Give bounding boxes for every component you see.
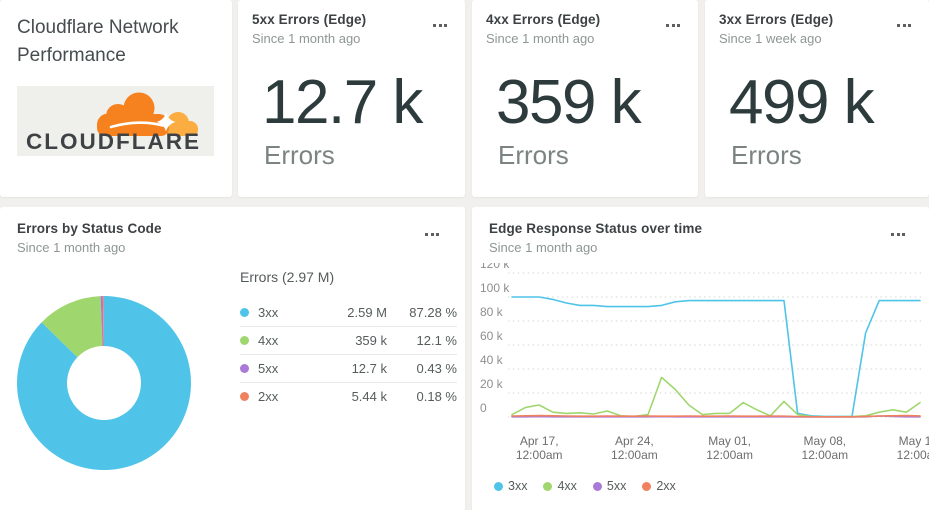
card-title: Errors by Status Code (17, 221, 162, 236)
donut-slice-4xx[interactable] (41, 296, 103, 358)
card-title: 3xx Errors (Edge) (719, 12, 834, 27)
errors-by-status-code-card: Errors by Status Code Since 1 month ago … (0, 207, 465, 510)
branding-card: Cloudflare Network Performance CLOUDFLAR… (0, 0, 232, 197)
card-title: 4xx Errors (Edge) (486, 12, 601, 27)
legend-label: 4xx (258, 333, 279, 348)
legend-dot-icon (240, 336, 249, 345)
legend-label: 3xx (258, 304, 279, 320)
legend-dot-icon (240, 307, 249, 317)
legend-percent: 87.28 % (409, 304, 457, 320)
x-axis-labels: Apr 17, 12:00am Apr 24, 12:00am May 01, 12:00… (472, 434, 929, 464)
series-line-4xx (511, 376, 921, 418)
legend-dot-icon (592, 481, 602, 491)
line-chart: 0 20 k 40 k 60 k 80 k 100 k 120 k (480, 263, 924, 418)
card-subtitle: Since 1 month ago (486, 31, 595, 46)
cloudflare-logo: CLOUDFLARE (17, 86, 214, 156)
y-tick-label: 80 k (480, 305, 504, 319)
x-tick-label: May 08, 12:00am (801, 434, 849, 462)
legend-value: 5.44 k (351, 389, 387, 404)
legend-dot-icon (240, 392, 249, 401)
logo-swoosh (109, 121, 165, 129)
legend-label: 2xx (656, 479, 676, 493)
card-subtitle: Since 1 week ago (719, 31, 822, 46)
legend-item-3xx[interactable]: 3xx (494, 479, 527, 493)
donut-slice-3xx[interactable] (17, 296, 192, 470)
card-title: 5xx Errors (Edge) (252, 12, 367, 27)
logo-star-icon (156, 112, 176, 132)
legend-row-3xx[interactable]: 3xx 2.59 M 87.28 % (240, 298, 457, 326)
card-subtitle: Since 1 month ago (489, 240, 598, 255)
legend-value: 12.7 k (351, 361, 387, 376)
legend-percent: 0.43 % (416, 361, 457, 376)
more-menu-icon[interactable] (662, 20, 684, 31)
legend-item-2xx[interactable]: 2xx (642, 479, 676, 493)
logo-wordmark: CLOUDFLARE (26, 129, 201, 154)
card-title: Edge Response Status over time (489, 221, 703, 236)
legend-row-5xx[interactable]: 5xx 12.7 k 0.43 % (240, 354, 457, 382)
legend-value: 2.59 M (347, 304, 387, 320)
more-menu-icon[interactable] (893, 20, 915, 31)
stat-card-5xx: 5xx Errors (Edge) Since 1 month ago 12.7… (238, 0, 465, 197)
legend-dot-icon (642, 481, 652, 491)
x-tick-label: May 15,12:00am (896, 434, 929, 462)
cloudflare-cloud-icon: CLOUDFLARE (26, 92, 201, 154)
series-line-2xx (511, 414, 921, 418)
x-tick-label: Apr 24, 12:00am (611, 434, 658, 462)
y-tick-label: 60 k (480, 329, 504, 343)
legend-dot-icon (494, 481, 503, 491)
legend-dot-icon (240, 364, 249, 373)
legend-percent: 0.18 % (416, 389, 457, 404)
y-tick-label: 120 k (480, 263, 510, 271)
legend-label: 2xx (258, 389, 279, 404)
more-menu-icon[interactable] (887, 229, 909, 240)
legend-item-5xx[interactable]: 5xx (592, 479, 627, 493)
legend-label: 4xx (557, 479, 577, 493)
legend-row-4xx[interactable]: 4xx 359 k 12.1 % (240, 326, 457, 354)
y-tick-label: 20 k (480, 377, 504, 391)
y-tick-label: 40 k (480, 353, 504, 367)
stat-value: 499 k (729, 68, 875, 137)
legend-dot-icon (543, 481, 553, 491)
donut-legend-header: Errors (2.97 M) (240, 269, 335, 285)
legend-percent: 12.1 % (416, 333, 457, 348)
stat-unit: Errors (731, 140, 802, 170)
legend-item-4xx[interactable]: 4xx (543, 479, 577, 493)
donut-slice-2xx[interactable] (102, 296, 104, 347)
y-tick-label: 0 (480, 401, 487, 415)
legend-label: 3xx (508, 479, 528, 493)
stat-value: 12.7 k (262, 68, 423, 137)
line-chart-legend: 3xx 4xx 5xx 2xx (494, 479, 676, 493)
donut-chart (17, 296, 192, 470)
donut-legend: Errors (2.97 M) 3xx 2.59 M 87.28 % 4xx 359 k… (240, 269, 457, 410)
card-subtitle: Since 1 month ago (252, 31, 361, 46)
legend-label: 5xx (606, 479, 627, 493)
legend-value: 359 k (355, 333, 387, 348)
card-subtitle: Since 1 month ago (17, 240, 126, 255)
y-tick-label: 100 k (480, 281, 510, 295)
legend-row-2xx[interactable]: 2xx 5.44 k 0.18 % (240, 382, 457, 410)
stat-card-3xx: 3xx Errors (Edge) Since 1 week ago 499 k… (705, 0, 929, 197)
stat-unit: Errors (264, 140, 335, 170)
edge-response-status-card: Edge Response Status over time Since 1 m… (472, 207, 929, 510)
stat-card-4xx: 4xx Errors (Edge) Since 1 month ago 359 … (472, 0, 698, 197)
dashboard-title: Cloudflare Network Performance (17, 17, 179, 66)
series-line-3xx (511, 296, 921, 418)
x-tick-label: Apr 17, 12:00am (515, 434, 563, 462)
donut-slice-5xx[interactable] (100, 296, 104, 347)
more-menu-icon[interactable] (421, 229, 443, 240)
stat-value: 359 k (496, 68, 642, 137)
x-tick-label: May 01, 12:00am (706, 434, 753, 462)
stat-unit: Errors (498, 140, 569, 170)
more-menu-icon[interactable] (429, 20, 451, 31)
legend-label: 5xx (258, 361, 279, 376)
